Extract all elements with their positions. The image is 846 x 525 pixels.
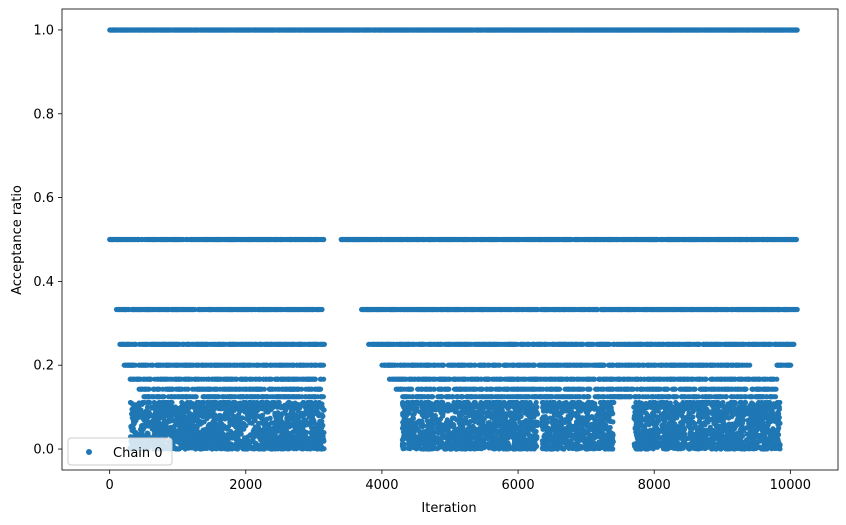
- data-point: [409, 386, 415, 392]
- data-point: [774, 376, 780, 382]
- data-point: [318, 386, 324, 392]
- data-point: [794, 306, 800, 313]
- data-point: [788, 362, 794, 368]
- data-point: [793, 236, 800, 243]
- data-point: [747, 362, 753, 368]
- data-point: [321, 376, 327, 382]
- data-point: [321, 236, 327, 243]
- data-point: [320, 362, 327, 368]
- data-points: [107, 27, 800, 452]
- data-point: [321, 341, 327, 347]
- data-point: [791, 341, 797, 347]
- data-point: [319, 306, 325, 313]
- data-point: [703, 376, 709, 382]
- data-point: [261, 386, 267, 392]
- data-point: [440, 362, 447, 368]
- data-point: [312, 376, 318, 382]
- data-point: [794, 27, 800, 33]
